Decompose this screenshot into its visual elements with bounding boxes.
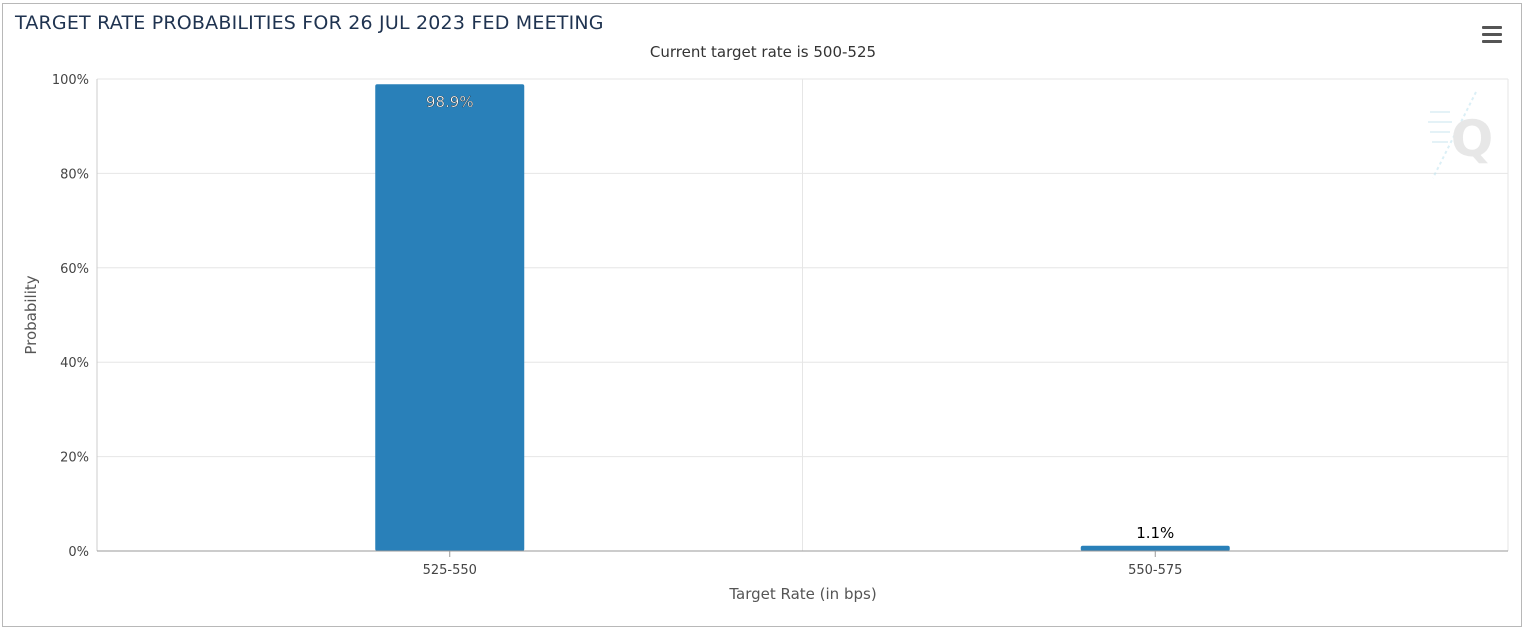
q-logo-watermark: Q xyxy=(1428,91,1494,179)
y-tick-label: 20% xyxy=(60,451,89,466)
y-tick-label: 80% xyxy=(60,167,89,182)
hamburger-menu-icon[interactable] xyxy=(1480,24,1504,46)
svg-text:Q: Q xyxy=(1451,110,1494,168)
chart-title: TARGET RATE PROBABILITIES FOR 26 JUL 202… xyxy=(15,12,604,34)
labels: 0% 20% 40% 60% 80% 100% 525-550 98.9% 550-575 1.1… xyxy=(52,73,1183,578)
bar[interactable] xyxy=(1080,545,1230,551)
y-tick-label: 0% xyxy=(68,545,89,560)
gridlines xyxy=(97,78,1509,551)
y-tick-label: 40% xyxy=(60,356,89,371)
x-tick-label: 550-575 xyxy=(1128,563,1182,578)
y-tick-label: 100% xyxy=(52,73,89,88)
chart-container xyxy=(2,3,1522,627)
bar[interactable] xyxy=(375,84,525,551)
data-label: 98.9% xyxy=(426,93,474,111)
chart-subtitle: Current target rate is 500-525 xyxy=(649,43,877,61)
y-axis-title: Probability xyxy=(22,275,40,354)
x-axis-title: Target Rate (in bps) xyxy=(728,585,876,603)
x-tick-label: 525-550 xyxy=(423,563,477,578)
axes xyxy=(96,79,1508,557)
data-label: 1.1% xyxy=(1136,524,1174,542)
y-tick-label: 60% xyxy=(60,262,89,277)
bars xyxy=(375,84,1230,551)
